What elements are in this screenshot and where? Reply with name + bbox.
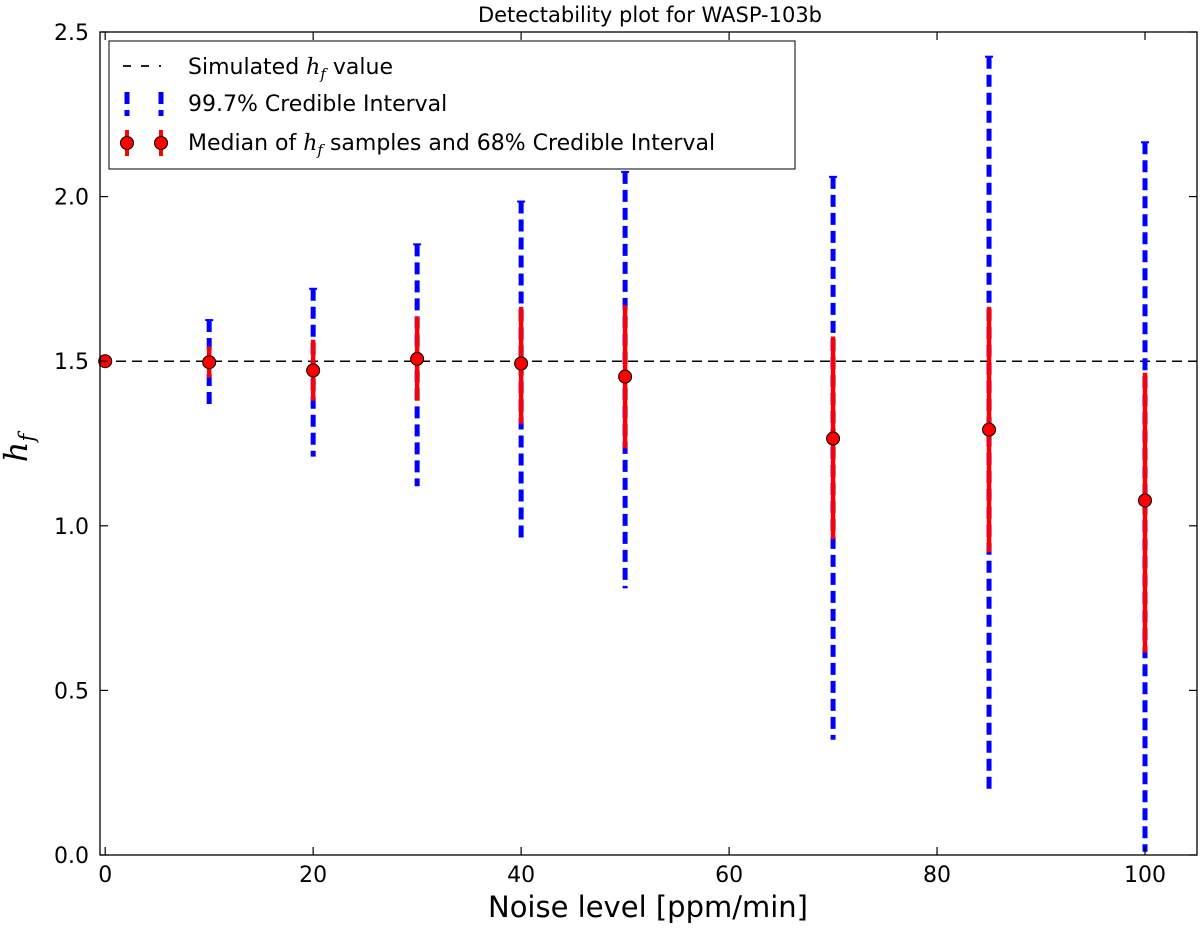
- median-point: [410, 351, 425, 366]
- median-point: [982, 422, 997, 437]
- legend-ci997-swatch: [124, 92, 164, 116]
- y-axis-label-subscript: f: [15, 431, 39, 444]
- svg-text:hf: hf: [0, 431, 39, 463]
- median-point: [1138, 493, 1153, 508]
- legend-median-swatch: [120, 130, 168, 156]
- y-axis-label-symbol: h: [0, 442, 35, 463]
- chart-title: Detectability plot for WASP-103b: [478, 3, 822, 27]
- legend-frame: [108, 40, 796, 170]
- x-tick-label: 100: [1124, 863, 1166, 888]
- legend-ci997-label: 99.7% Credible Interval: [188, 92, 447, 117]
- y-axis-label: hf: [0, 431, 39, 463]
- legend-median-label: Median of hf samples and 68% Credible In…: [188, 131, 715, 159]
- median-point: [826, 431, 841, 446]
- legend-simulated-label: Simulated hf value: [188, 55, 393, 83]
- x-tick-label: 20: [299, 863, 327, 888]
- x-tick-label: 60: [715, 863, 743, 888]
- y-tick-label: 2.5: [54, 21, 89, 46]
- x-tick-label: 0: [98, 863, 112, 888]
- axes-frame: [99, 31, 1198, 856]
- legend: Simulated hf value 99.7% Credible Interv…: [108, 40, 796, 170]
- median-point: [514, 356, 529, 371]
- y-tick-label: 1.0: [54, 515, 89, 540]
- x-axis-label: Noise level [ppm/min]: [488, 890, 808, 924]
- axis-ticks: 0 20 40 60 80 100 0.0 0.5 1.0 1.5 2.0 2.5: [54, 21, 1197, 888]
- plot-area: [98, 55, 1197, 852]
- median-point: [202, 355, 217, 370]
- x-tick-label: 40: [507, 863, 535, 888]
- x-tick-label: 80: [923, 863, 951, 888]
- median-point: [618, 369, 633, 384]
- y-tick-label: 0.5: [54, 679, 89, 704]
- y-tick-label: 0.0: [54, 844, 89, 869]
- y-tick-label: 1.5: [54, 350, 89, 375]
- median-point: [306, 363, 321, 378]
- y-tick-label: 2.0: [54, 186, 89, 211]
